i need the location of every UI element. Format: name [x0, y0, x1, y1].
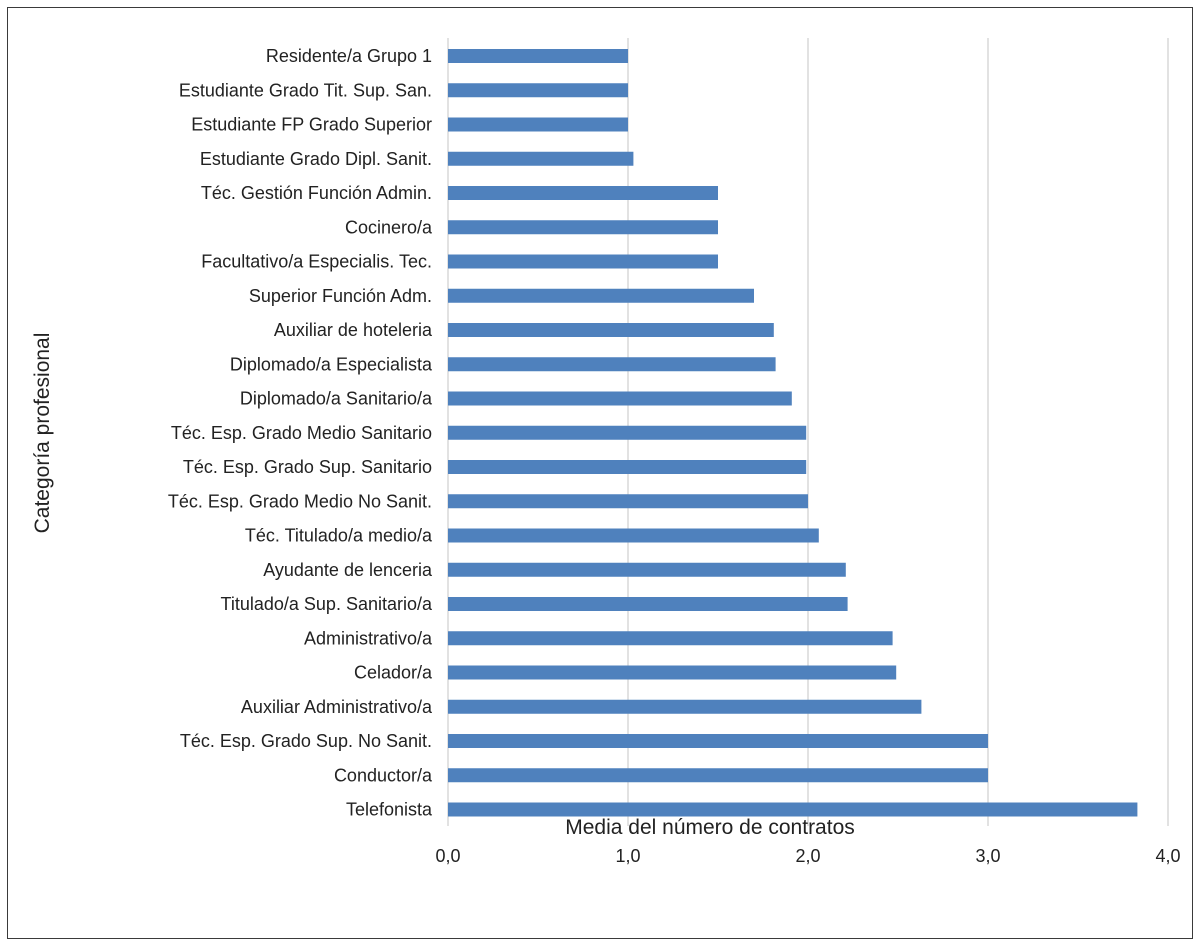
- category-label: Téc. Esp. Grado Medio No Sanit.: [168, 491, 432, 511]
- x-axis-title: Media del número de contratos: [565, 816, 855, 839]
- category-label: Estudiante Grado Tit. Sup. San.: [179, 80, 432, 100]
- category-label: Diplomado/a Sanitario/a: [240, 389, 433, 409]
- bar: [448, 357, 776, 372]
- bar: [448, 768, 988, 783]
- bar: [448, 734, 988, 748]
- category-label: Téc. Esp. Grado Sup. Sanitario: [183, 457, 432, 477]
- bar: [448, 254, 718, 269]
- bar: [448, 597, 848, 611]
- category-label: Téc. Gestión Función Admin.: [201, 183, 432, 203]
- category-label: Administrativo/a: [304, 628, 433, 648]
- bar: [448, 391, 792, 406]
- bar: [448, 802, 1138, 817]
- bar: [448, 425, 807, 440]
- x-tick-labels: 0,0 1,0 2,0 3,0 4,0: [435, 846, 1180, 866]
- bar: [448, 528, 819, 543]
- category-labels: Residente/a Grupo 1 Estudiante Grado Tit.…: [168, 46, 433, 820]
- bar: [448, 631, 893, 646]
- bar: [448, 83, 628, 98]
- category-label: Residente/a Grupo 1: [266, 46, 432, 66]
- bar: [448, 151, 634, 166]
- category-label: Celador/a: [354, 663, 433, 683]
- bar: [448, 460, 807, 474]
- bar: [448, 323, 774, 337]
- x-tick-label: 4,0: [1155, 846, 1180, 866]
- category-label: Telefonista: [346, 800, 433, 820]
- bar: [448, 186, 718, 200]
- bar: [448, 117, 628, 132]
- category-label: Estudiante Grado Dipl. Sanit.: [200, 149, 432, 169]
- y-axis-title: Categoría profesional: [31, 333, 54, 534]
- category-label: Diplomado/a Especialista: [230, 354, 433, 374]
- category-label: Téc. Titulado/a medio/a: [245, 526, 433, 546]
- x-tick-label: 2,0: [795, 846, 820, 866]
- x-tick-label: 0,0: [435, 846, 460, 866]
- category-label: Superior Función Adm.: [249, 286, 432, 306]
- category-label: Conductor/a: [334, 765, 433, 785]
- x-tick-label: 3,0: [975, 846, 1000, 866]
- bars: [448, 49, 1138, 817]
- category-label: Auxiliar de hoteleria: [274, 320, 433, 340]
- bar: [448, 494, 808, 509]
- bar: [448, 665, 897, 680]
- category-label: Auxiliar Administrativo/a: [241, 697, 433, 717]
- bar: [448, 288, 754, 303]
- category-label: Facultativo/a Especialis. Tec.: [201, 252, 432, 272]
- bar: [448, 220, 718, 235]
- bar: [448, 49, 628, 63]
- x-tick-label: 1,0: [615, 846, 640, 866]
- category-label: Ayudante de lenceria: [263, 560, 433, 580]
- category-label: Titulado/a Sup. Sanitario/a: [221, 594, 433, 614]
- category-label: Cocinero/a: [345, 217, 433, 237]
- category-label: Téc. Esp. Grado Sup. No Sanit.: [180, 731, 432, 751]
- bar: [448, 699, 922, 714]
- category-label: Estudiante FP Grado Superior: [191, 115, 432, 135]
- category-label: Téc. Esp. Grado Medio Sanitario: [171, 423, 432, 443]
- bar: [448, 562, 846, 577]
